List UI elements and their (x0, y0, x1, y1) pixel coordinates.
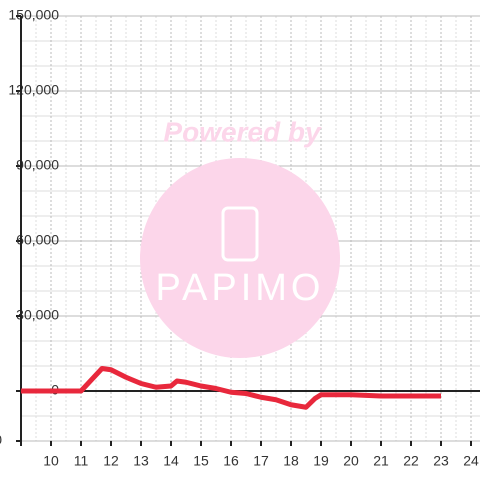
x-tick-label: 24 (463, 453, 479, 469)
x-tick-label: 19 (313, 453, 329, 469)
watermark-icon (221, 206, 259, 262)
x-tick-label: 12 (103, 453, 119, 469)
x-tick-label: 10 (43, 453, 59, 469)
x-tick-label: 16 (223, 453, 239, 469)
x-tick-label: 21 (373, 453, 389, 469)
x-tick-label: 23 (433, 453, 449, 469)
y-tick-label: 60,000 (16, 232, 59, 248)
x-tick-label: 13 (133, 453, 149, 469)
y-tick-label: 150,000 (8, 7, 59, 23)
x-tick-label: 22 (403, 453, 419, 469)
x-tick-label: 14 (163, 453, 179, 469)
watermark-title: Powered by (163, 116, 322, 147)
data-line (21, 366, 441, 410)
y-tick-label: 90,000 (16, 157, 59, 173)
watermark-circle (140, 158, 340, 358)
x-tick-label: 17 (253, 453, 269, 469)
y-tick-label: -20,000 (0, 432, 2, 448)
y-tick-label: 30,000 (16, 307, 59, 323)
y-tick-label: 120,000 (8, 82, 59, 98)
x-tick-label: 15 (193, 453, 209, 469)
watermark-logo: PAPIMO (156, 267, 325, 309)
x-tick-label: 11 (74, 453, 89, 469)
x-tick-label: 18 (283, 453, 299, 469)
x-tick-label: 20 (343, 453, 359, 469)
